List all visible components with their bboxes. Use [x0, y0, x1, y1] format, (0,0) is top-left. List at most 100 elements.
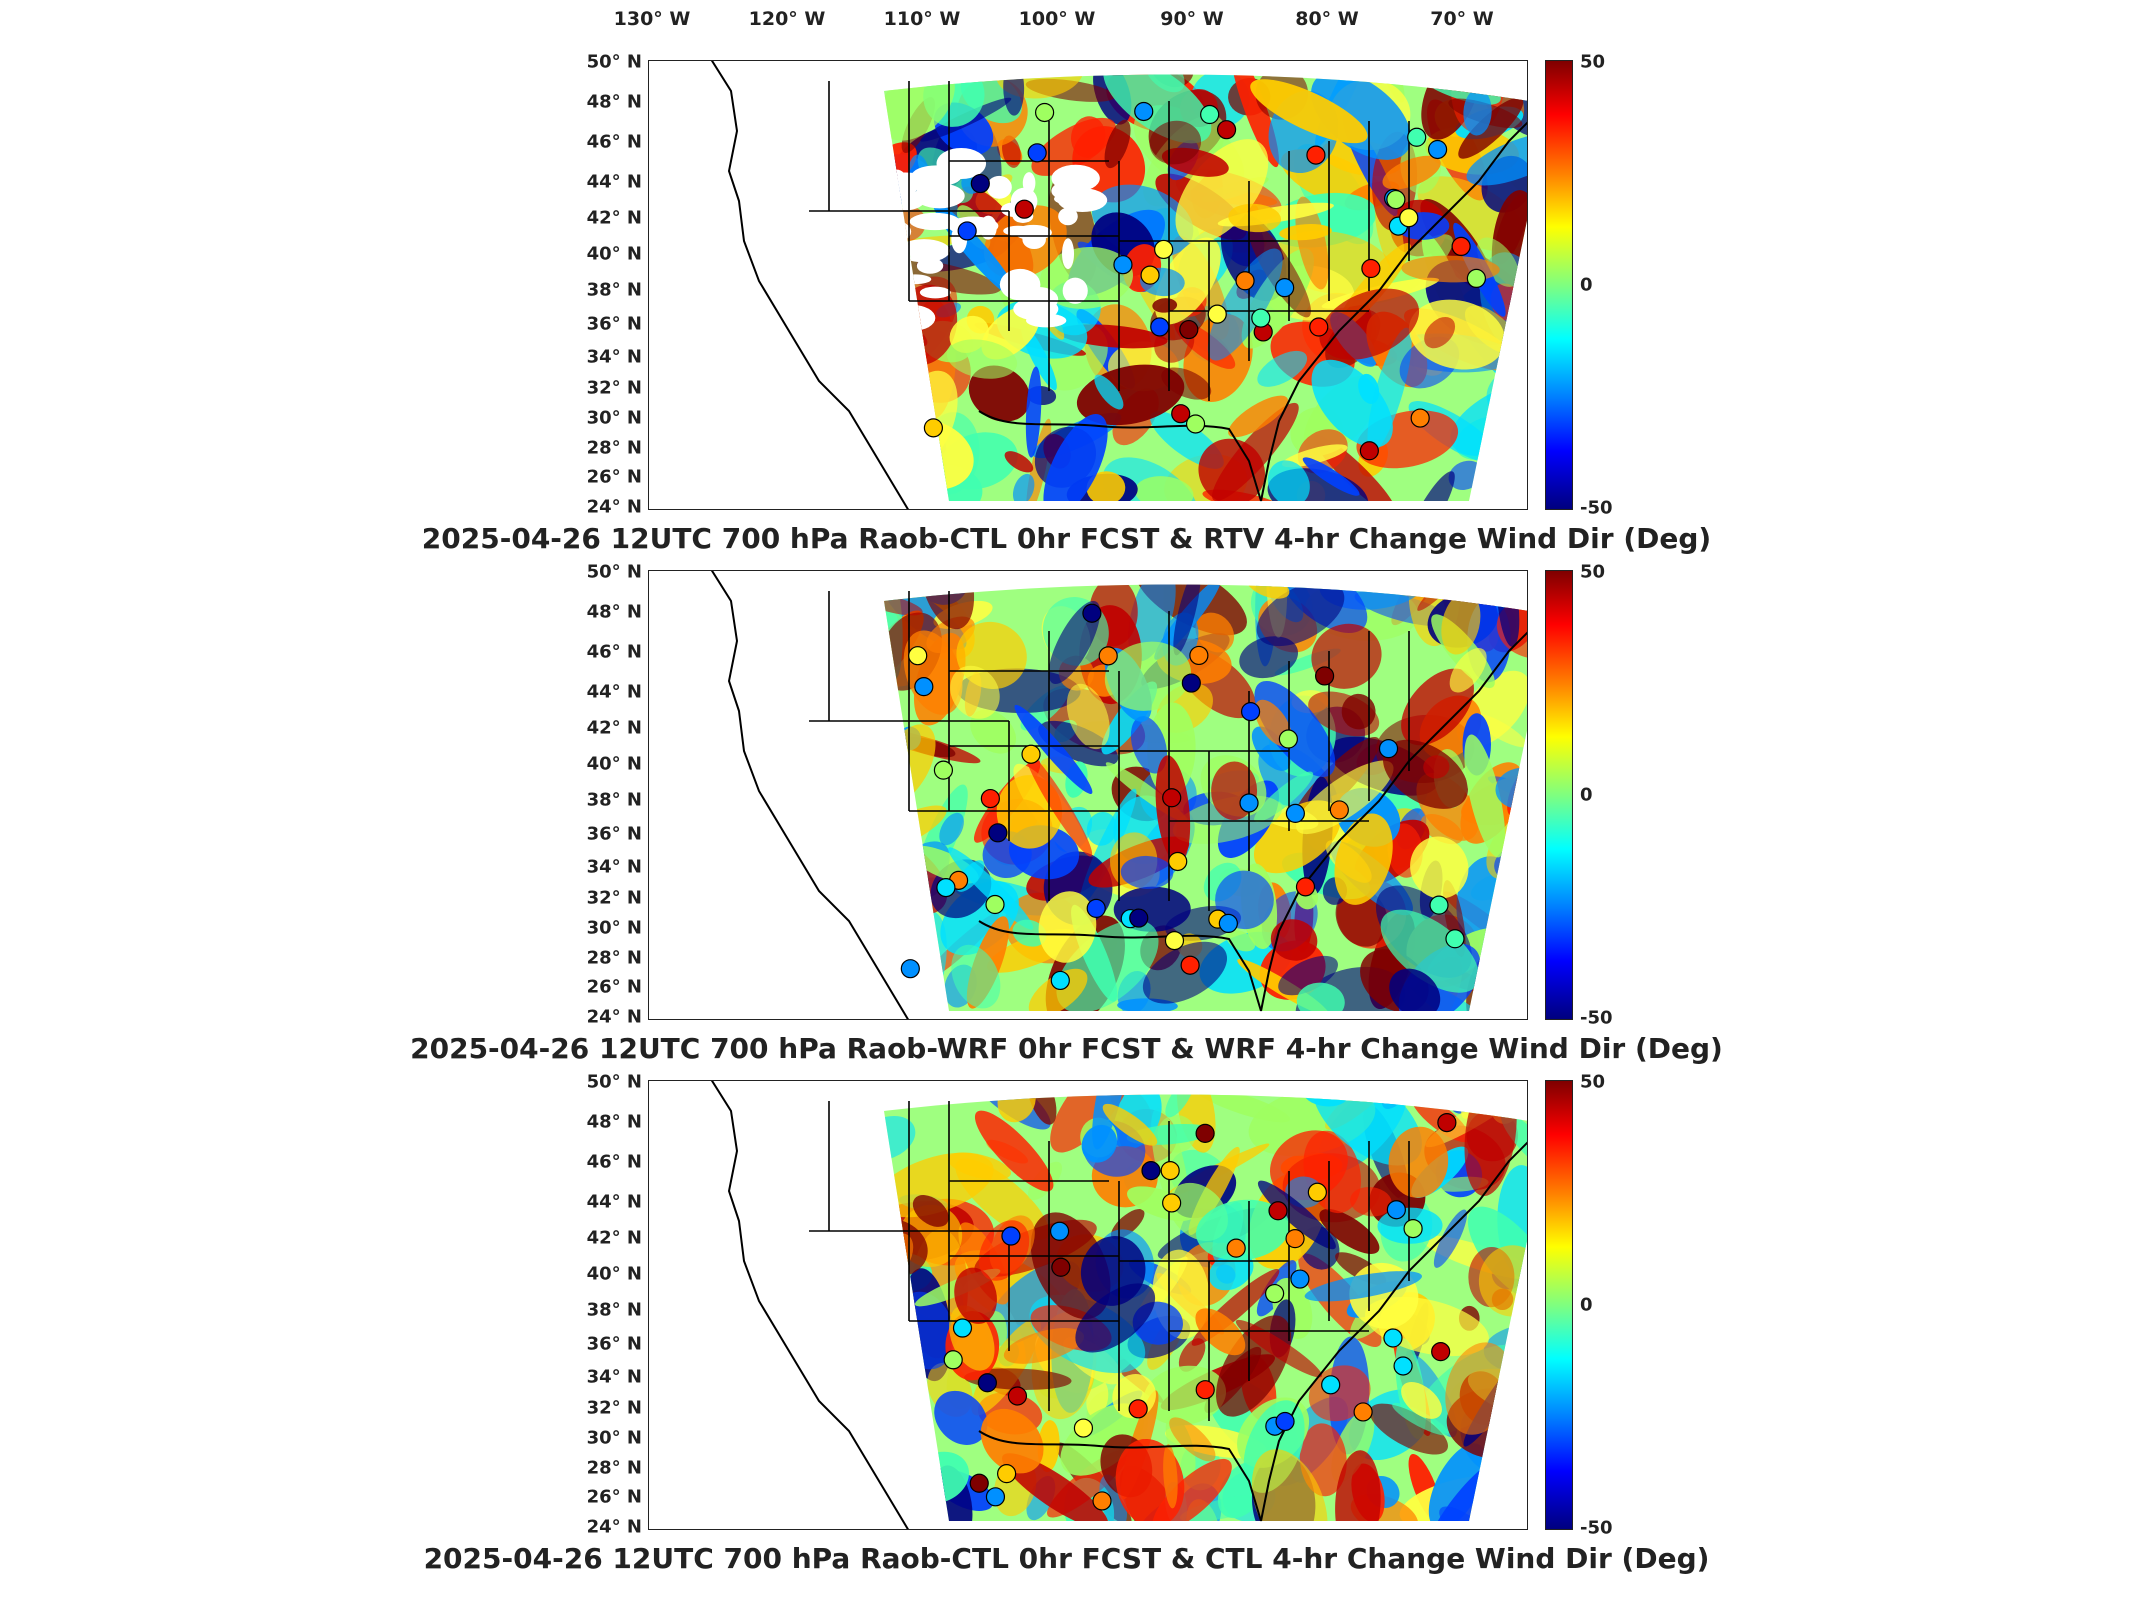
colorbar-mid-label: 0 — [1580, 1294, 1593, 1316]
field-blob — [1382, 739, 1468, 809]
data-gap — [916, 257, 944, 274]
field-blob — [1130, 716, 1168, 774]
field-blob — [1038, 891, 1097, 963]
field-blob — [980, 1408, 1044, 1474]
panel-title: 2025-04-26 12UTC 700 hPa Raob-CTL 0hr FC… — [423, 1542, 1710, 1575]
field-blob — [884, 296, 906, 344]
field-blob — [1479, 1470, 1527, 1497]
map-frame — [648, 60, 1528, 510]
coastline — [1260, 1141, 1527, 1522]
field-blob — [1003, 1328, 1085, 1364]
raob-station-marker — [1171, 404, 1191, 424]
raob-stations — [943, 1112, 1457, 1511]
raob-station-marker — [923, 418, 944, 438]
field-blob — [918, 584, 975, 630]
field-blob — [1257, 1180, 1336, 1250]
field-blob — [1060, 1403, 1145, 1476]
field-blob — [1478, 1245, 1527, 1317]
coastline — [978, 1430, 1262, 1522]
field-blob — [1066, 683, 1110, 750]
data-gap — [890, 304, 936, 331]
raob-station-marker — [957, 221, 977, 241]
raob-station-marker — [1393, 1356, 1413, 1376]
field-blob — [1279, 224, 1332, 241]
field-blob — [884, 773, 905, 816]
data-gap — [898, 239, 950, 263]
field-blob — [884, 593, 923, 616]
field-blob — [1169, 1417, 1216, 1462]
lon-label: 70° W — [1430, 8, 1494, 30]
raob-station-marker — [1321, 1375, 1341, 1395]
field-blob — [1392, 1402, 1450, 1436]
field-blob — [950, 665, 1000, 719]
raob-station-marker — [1200, 104, 1220, 125]
raob-station-marker — [1403, 1218, 1423, 1239]
raob-station-marker — [1285, 803, 1305, 823]
field-blob — [939, 812, 964, 846]
raob-stations — [923, 101, 1486, 461]
field-blob — [1004, 451, 1034, 473]
field-blob — [1350, 1186, 1392, 1217]
colorbar-max-label: 50 — [1580, 561, 1606, 583]
map-frame — [648, 570, 1528, 1020]
field-blob — [954, 1267, 997, 1324]
field-blob — [1038, 720, 1119, 767]
field-blob — [1043, 414, 1108, 501]
field-blob — [892, 361, 925, 379]
field-blob — [1504, 1490, 1527, 1521]
raob-station-marker — [914, 677, 934, 697]
field-blob — [1406, 584, 1446, 595]
data-gap — [899, 274, 932, 285]
boundary-lines — [710, 1081, 1527, 1529]
field-blob — [912, 1195, 949, 1227]
colorbar-max-label: 50 — [1580, 51, 1606, 73]
field-blob — [1501, 1435, 1527, 1512]
wind-direction-field — [884, 74, 1527, 501]
field-blob — [1014, 704, 1093, 794]
field-blob — [1449, 647, 1487, 693]
raob-station-marker — [1407, 127, 1427, 147]
lat-label: 44° N — [586, 171, 642, 193]
field-blob — [1050, 1094, 1134, 1153]
colorbar — [1545, 60, 1573, 510]
field-blob — [1081, 1124, 1118, 1163]
coastline — [978, 410, 1262, 502]
raob-station-marker — [1207, 304, 1227, 324]
field-blob — [1173, 584, 1201, 656]
field-blob — [934, 1390, 988, 1445]
raob-station-marker — [1359, 441, 1379, 461]
field-blob — [1239, 636, 1299, 679]
field-blob — [1092, 1094, 1130, 1150]
lat-label: 42° N — [586, 1227, 642, 1249]
raob-station-marker — [1265, 1283, 1285, 1304]
raob-station-marker — [1141, 1161, 1161, 1181]
field-blob — [997, 1094, 1036, 1123]
raob-station-marker — [1129, 908, 1149, 928]
map-svg — [710, 571, 1527, 1019]
colorbar-min-label: -50 — [1580, 1007, 1613, 1029]
field-blob — [1476, 237, 1520, 287]
field-blob — [1086, 471, 1126, 501]
field-blob — [1175, 139, 1269, 244]
raob-station-marker — [933, 760, 954, 780]
raob-station-marker — [1309, 317, 1329, 337]
colorbar-mid-label: 0 — [1580, 274, 1593, 296]
coastline — [710, 61, 909, 509]
lon-label: 130° W — [613, 8, 691, 30]
lat-label: 32° N — [586, 887, 642, 909]
raob-station-marker — [1051, 1257, 1071, 1277]
raob-station-marker — [1386, 189, 1406, 210]
lat-label: 32° N — [586, 377, 642, 399]
raob-station-marker — [1278, 729, 1298, 749]
raob-station-marker — [900, 959, 920, 979]
raob-station-marker — [1007, 1386, 1028, 1406]
raob-station-marker — [1429, 895, 1449, 915]
coastline — [1260, 631, 1527, 1012]
raob-station-marker — [943, 1350, 963, 1370]
map-frame — [648, 1080, 1528, 1530]
data-gap — [890, 290, 915, 307]
lat-label: 28° N — [586, 947, 642, 969]
lat-label: 36° N — [586, 313, 642, 335]
lat-label: 26° N — [586, 976, 642, 998]
raob-station-marker — [1290, 1269, 1310, 1289]
